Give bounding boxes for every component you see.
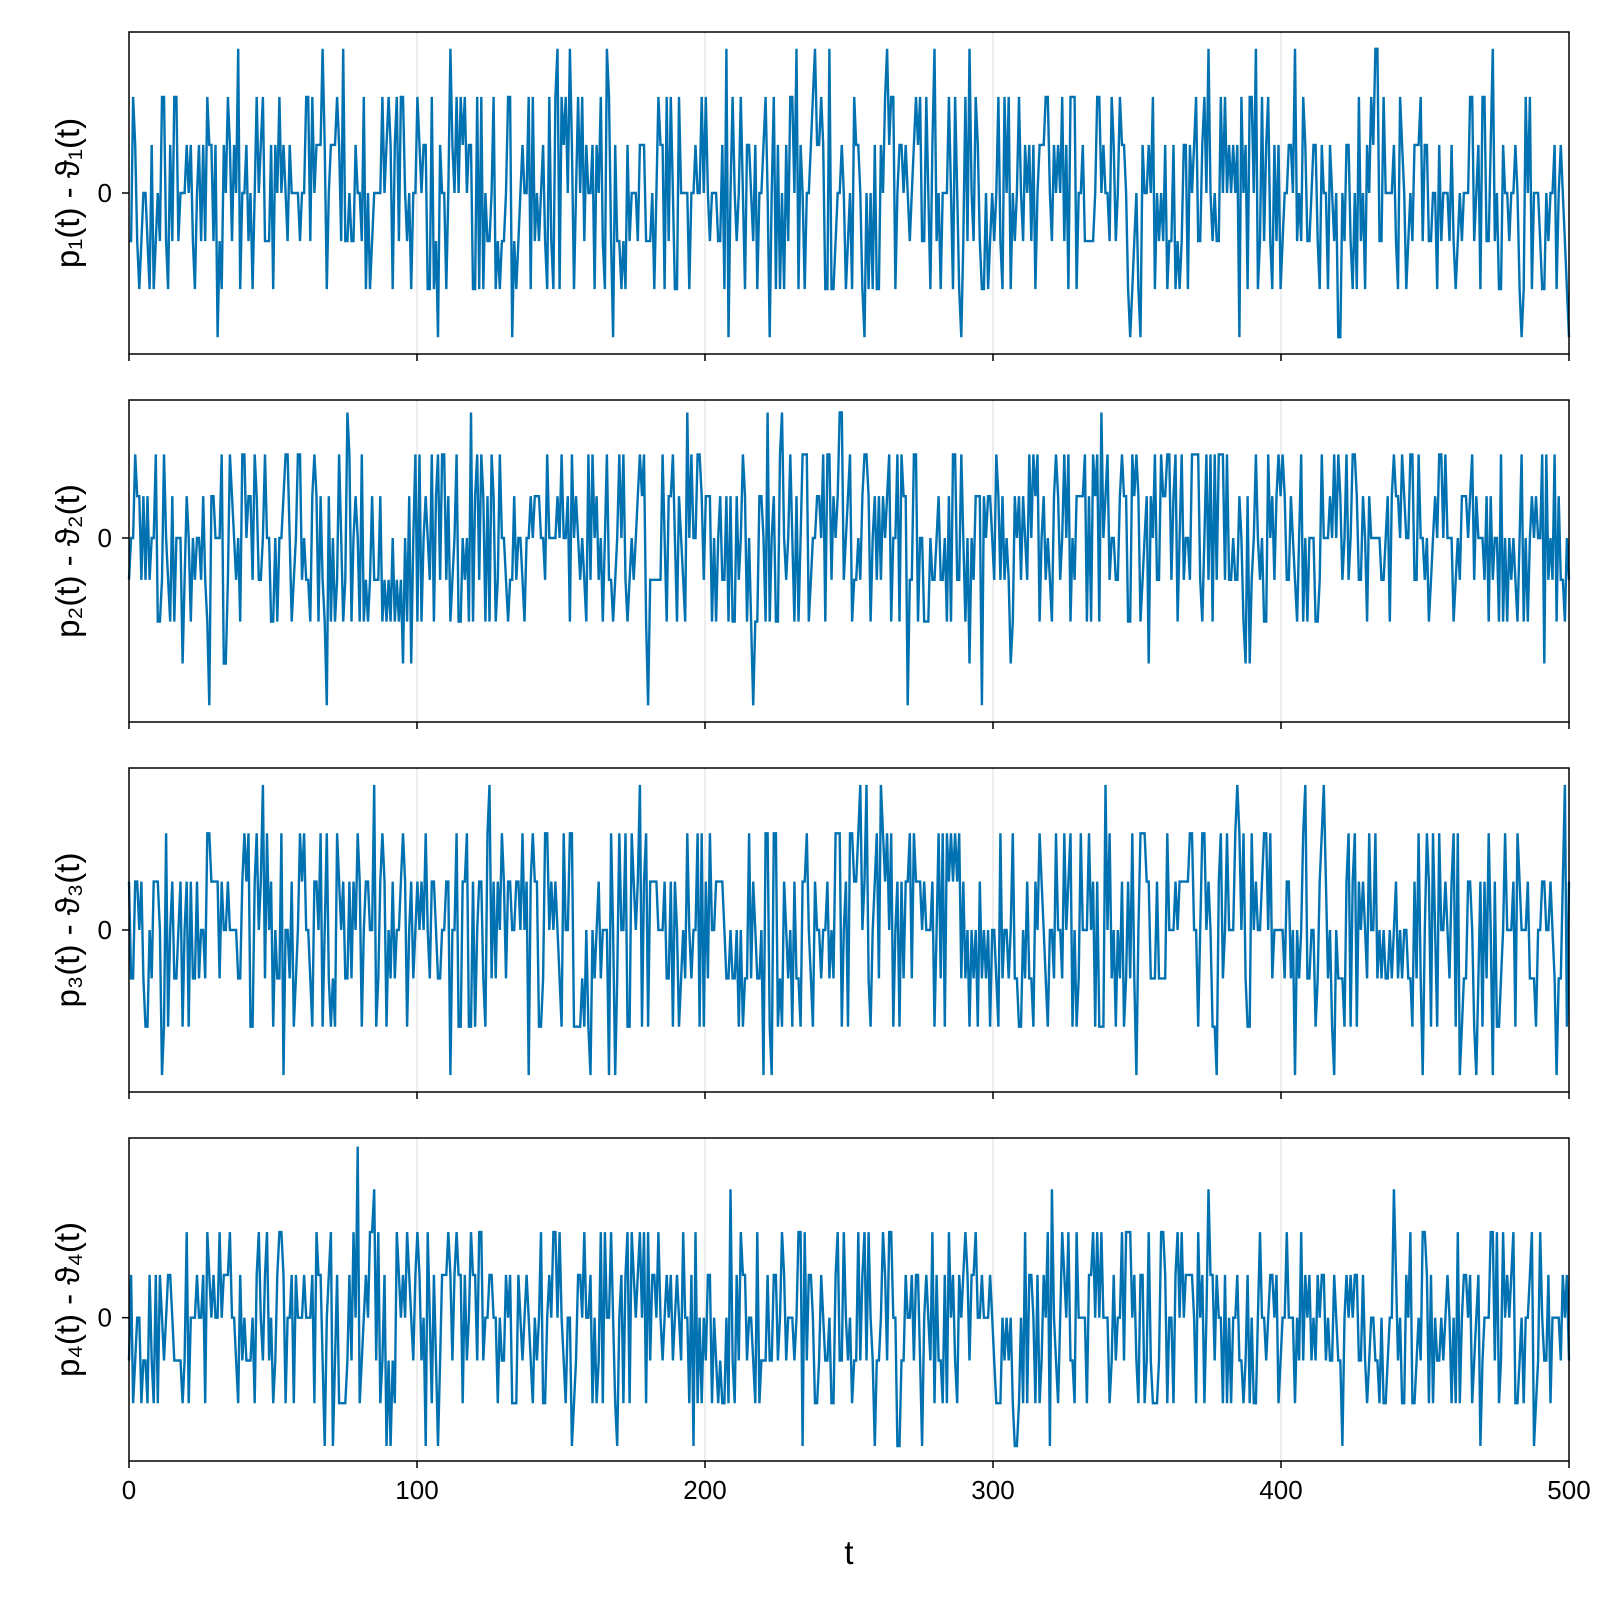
- y-ticks-4: 0: [98, 1303, 129, 1333]
- y-tick-label: 0: [98, 523, 112, 553]
- x-ticks-4: [128, 1461, 1570, 1468]
- plot-area-2: [129, 400, 1569, 722]
- series-line-1: [129, 47, 1571, 339]
- panel-1: 0 p₁(t) - ϑ₁(t): [49, 31, 1571, 361]
- y-axis-label-4: p₄(t) - ϑ₄(t): [49, 1222, 86, 1377]
- panel-3: 0 p₃(t) - ϑ₃(t): [49, 767, 1571, 1099]
- x-ticks-2: [128, 722, 1570, 729]
- panel-4: 0 p₄(t) - ϑ₄(t): [49, 1137, 1571, 1468]
- y-ticks-2: 0: [98, 523, 129, 553]
- series-line-4: [127, 1146, 1571, 1448]
- series-line-2: [127, 411, 1571, 706]
- axes-frame-4: [128, 1137, 1570, 1462]
- y-ticks-3: 0: [98, 915, 129, 945]
- x-tick-label: 100: [395, 1475, 438, 1505]
- series-line-3: [127, 784, 1571, 1076]
- y-axis-label-1: p₁(t) - ϑ₁(t): [49, 118, 86, 268]
- x-tick-label: 300: [971, 1475, 1014, 1505]
- x-ticks-3: [128, 1092, 1570, 1099]
- x-tick-labels: 0 100 200 300 400 500: [122, 1475, 1591, 1505]
- x-tick-label: 0: [122, 1475, 136, 1505]
- y-tick-label: 0: [98, 1303, 112, 1333]
- y-ticks-1: 0: [98, 178, 129, 208]
- panel-2: 0 p₂(t) - ϑ₂(t): [49, 399, 1571, 729]
- y-axis-label-2: p₂(t) - ϑ₂(t): [49, 484, 86, 638]
- axes-frame-2: [128, 399, 1570, 723]
- y-tick-label: 0: [98, 178, 112, 208]
- x-tick-label: 400: [1259, 1475, 1302, 1505]
- y-axis-label-3: p₃(t) - ϑ₃(t): [49, 853, 86, 1008]
- x-axis-label: t: [844, 1534, 853, 1571]
- x-tick-label: 500: [1547, 1475, 1590, 1505]
- x-tick-label: 200: [683, 1475, 726, 1505]
- grid-4: [416, 1138, 1282, 1461]
- x-ticks-1: [128, 354, 1570, 361]
- y-tick-label: 0: [98, 915, 112, 945]
